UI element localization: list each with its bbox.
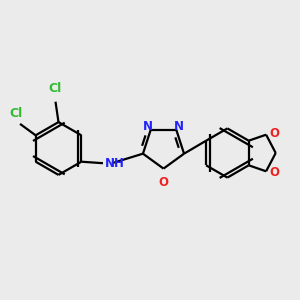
Text: NH: NH bbox=[104, 157, 124, 170]
Text: N: N bbox=[143, 120, 153, 133]
Text: O: O bbox=[270, 166, 280, 179]
Text: N: N bbox=[174, 120, 184, 133]
Text: Cl: Cl bbox=[48, 82, 62, 95]
Text: O: O bbox=[158, 176, 169, 189]
Text: Cl: Cl bbox=[9, 107, 22, 120]
Text: O: O bbox=[270, 127, 280, 140]
